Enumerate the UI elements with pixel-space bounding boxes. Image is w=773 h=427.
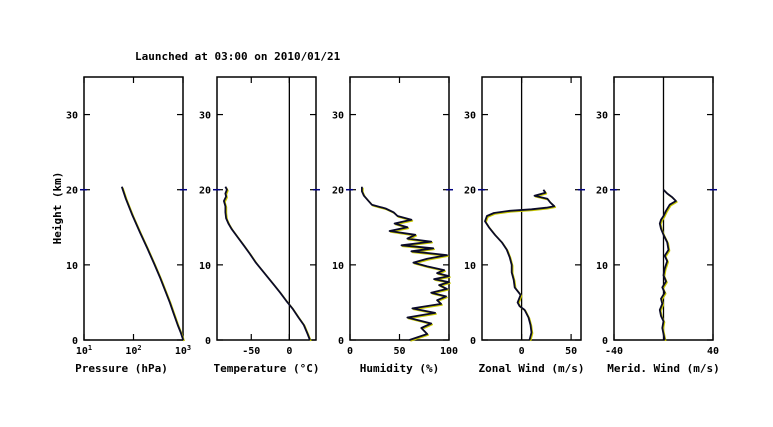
profile-line-temperature	[222, 186, 311, 341]
profile-line-merid-wind	[658, 189, 677, 341]
x-tick-label: -40	[605, 346, 623, 357]
y-tick-label: 0	[470, 336, 476, 347]
chart-title: Launched at 03:00 on 2010/01/21	[135, 50, 341, 63]
y-tick-label: 30	[332, 111, 344, 122]
profile-line-pressure	[120, 186, 185, 341]
x-tick-label: 0	[286, 346, 292, 357]
x-axis-label: Pressure (hPa)	[75, 362, 168, 375]
y-tick-label: 10	[332, 261, 344, 272]
plot-frame	[349, 76, 450, 341]
y-tick-label: 0	[338, 336, 344, 347]
plot-frame	[216, 76, 317, 341]
x-axis-label: Merid. Wind (m/s)	[607, 362, 720, 375]
profile-line-shadow	[362, 187, 451, 342]
y-tick-label: 30	[464, 111, 476, 122]
panel-temperature: 0 10 20 30 -50 0 Temperature (°C)	[199, 76, 320, 375]
x-tick-label: 50	[565, 346, 577, 357]
y-tick-label: 10	[66, 261, 78, 272]
y-tick-label: 30	[66, 111, 78, 122]
x-tick-label: -50	[242, 346, 260, 357]
y-tick-label: 10	[464, 261, 476, 272]
x-axis-label: Temperature (°C)	[214, 362, 320, 375]
y-tick-label: 20	[66, 186, 78, 197]
y-axis-label: Height (km)	[51, 172, 64, 245]
x-axis-label: Zonal Wind (m/s)	[479, 362, 585, 375]
y-tick-label: 20	[596, 186, 608, 197]
x-tick-label: 40	[707, 346, 719, 357]
y-tick-label: 0	[72, 336, 78, 347]
x-tick-label: 103	[175, 344, 191, 357]
x-tick-label: 100	[440, 346, 458, 357]
x-tick-label: 0	[519, 346, 525, 357]
y-tick-label: 10	[199, 261, 211, 272]
panels: 0 10 20 30 101 102 103 Pressure (hPa) 0 10 20 30 -50…	[66, 76, 720, 375]
profile-line-humidity	[360, 186, 450, 341]
panel-merid-wind: 0 10 20 30 -40 40 Merid. Wind (m/s)	[596, 76, 720, 375]
y-tick-label: 0	[205, 336, 211, 347]
y-tick-label: 30	[596, 111, 608, 122]
profile-line-zonal-wind	[484, 189, 556, 341]
x-tick-label: 50	[393, 346, 405, 357]
y-tick-label: 20	[332, 186, 344, 197]
y-tick-label: 20	[199, 186, 211, 197]
x-tick-label: 102	[125, 344, 141, 357]
panel-zonal-wind: 0 10 20 30 0 50 Zonal Wind (m/s)	[464, 76, 585, 375]
x-tick-label: 101	[76, 344, 92, 357]
y-tick-label: 30	[199, 111, 211, 122]
x-tick-label: 0	[347, 346, 353, 357]
y-tick-label: 20	[464, 186, 476, 197]
y-tick-label: 10	[596, 261, 608, 272]
panel-pressure: 0 10 20 30 101 102 103 Pressure (hPa)	[66, 76, 191, 375]
y-tick-label: 0	[602, 336, 608, 347]
x-axis-label: Humidity (%)	[360, 362, 439, 375]
